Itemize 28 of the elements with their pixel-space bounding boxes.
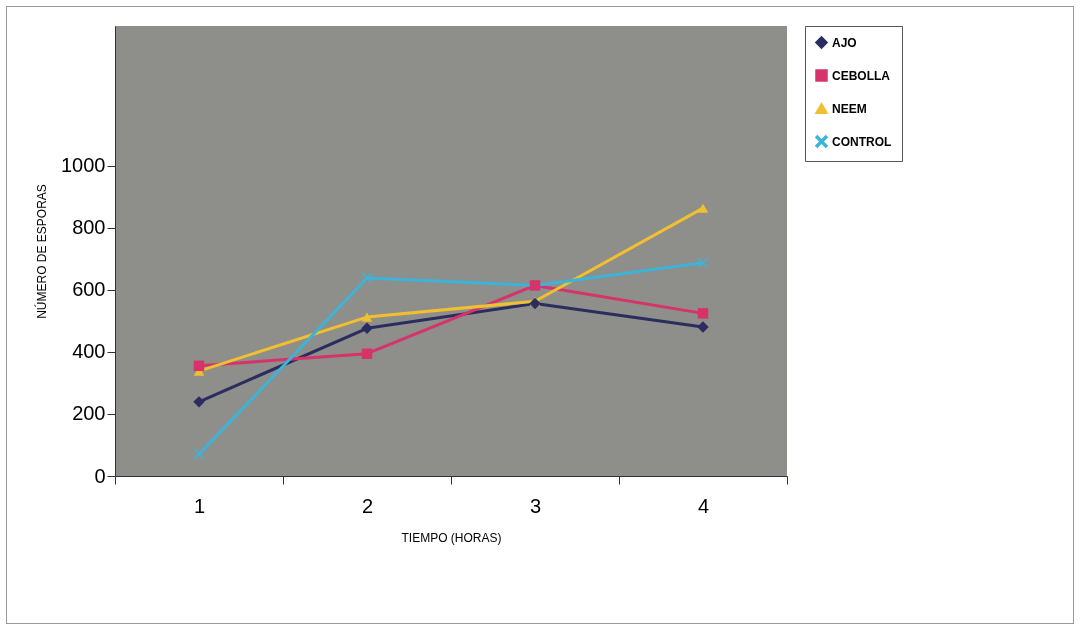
x-tick-label: 2 [361,494,374,517]
point [193,396,205,408]
legend-label: AJO [832,35,857,50]
point [193,360,205,372]
legend-label: CONTROL [832,134,892,149]
x-axis-title: TIEMPO (HORAS) [401,530,502,545]
x-tick-label: 4 [697,494,710,517]
point [361,312,373,322]
y-tick-label: 1000 [61,154,106,177]
point [697,308,709,319]
y-tick-label: 0 [94,464,106,487]
point [361,348,373,359]
y-axis-title: NÚMERO DE ESPORAS [34,184,50,319]
y-tick-label: 800 [72,216,106,239]
y-tick-label: 200 [72,402,106,425]
y-tick-label: 600 [72,278,106,301]
point [193,449,205,460]
point [529,297,541,310]
point [697,321,709,333]
legend-label: NEEM [832,101,867,116]
point [361,322,373,334]
x-tick-label: 1 [193,494,206,517]
point [697,257,709,269]
y-tick-label: 400 [72,340,106,363]
point [361,272,373,284]
legend-label: CEBOLLA [832,68,891,83]
point [697,203,709,213]
x-tick-label: 3 [529,494,542,517]
